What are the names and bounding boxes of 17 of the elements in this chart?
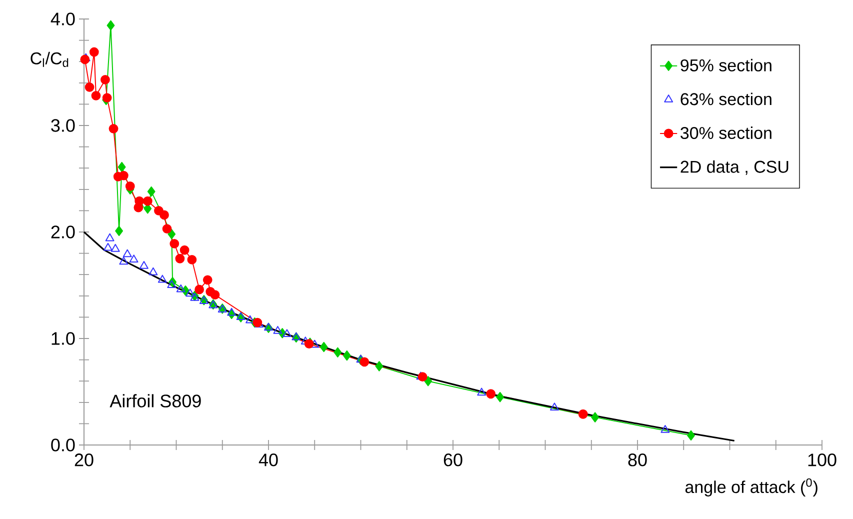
x-tick-label: 20 — [74, 454, 94, 466]
x-axis-title: angle of attack ($^{0}$) — [685, 478, 818, 496]
y-tick-label: 1.0 — [52, 332, 75, 345]
y-tick-label: 0.0 — [51, 438, 75, 452]
y-tick-label: 3.0 — [51, 119, 75, 132]
x-tick-label: 60 — [444, 454, 462, 466]
annotation: Airfoil S809 — [110, 394, 201, 408]
legend-label: 95% section — [680, 58, 772, 72]
x-tick-label: 40 — [258, 454, 278, 466]
x-tick-label: 80 — [628, 454, 647, 466]
y-axis-title: C$_{l}$/C$_{d}$ — [30, 52, 68, 68]
y-tick-label: 2.0 — [51, 226, 75, 238]
legend-label: 30% section — [680, 126, 772, 140]
x-tick-label: 100 — [808, 454, 836, 466]
y-tick-label: 4.0 — [50, 12, 75, 26]
legend-label: 63% section — [680, 92, 772, 106]
legend-label: 2D data , CSU — [680, 160, 788, 175]
